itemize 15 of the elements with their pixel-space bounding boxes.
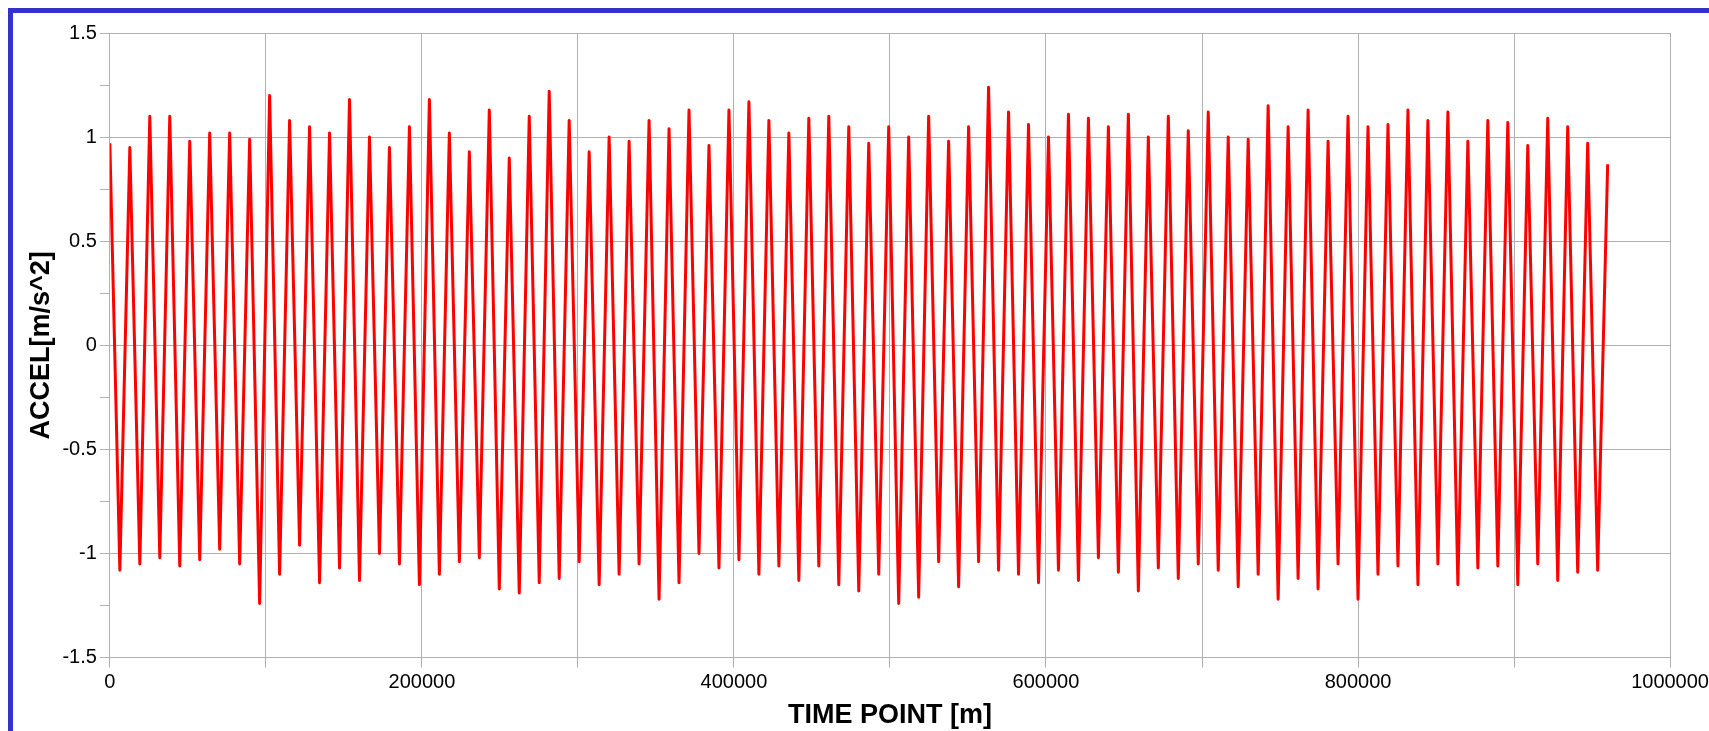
y-tick-label: 0.5 [69, 228, 97, 251]
x-tick-label: 1000000 [1631, 670, 1709, 693]
x-tick-label: 200000 [388, 670, 456, 693]
x-tick-label: 400000 [700, 670, 768, 693]
x-tick-label: 0 [104, 670, 116, 693]
x-axis-title: TIME POINT [m] [787, 699, 992, 730]
y-tick-label: 1 [85, 124, 97, 147]
x-tick-label: 600000 [1012, 670, 1080, 693]
y-tick-label: 0 [85, 332, 97, 355]
y-tick-label: -1 [79, 541, 97, 564]
y-tick-label: -0.5 [62, 436, 97, 459]
y-tick-label: -1.5 [62, 645, 97, 668]
y-axis-title: ACCEL[m/s^2] [24, 251, 55, 440]
y-tick-label: 1.5 [69, 20, 97, 43]
x-tick-label: 800000 [1324, 670, 1392, 693]
